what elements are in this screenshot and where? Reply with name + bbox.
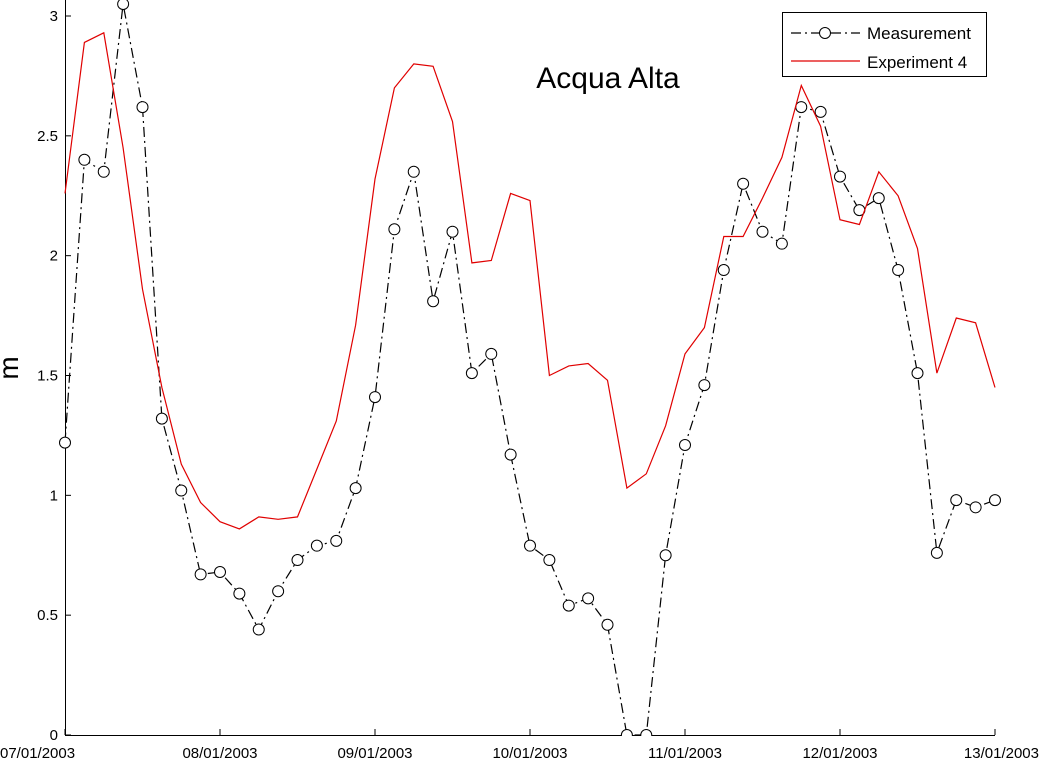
- y-tick-label: 3: [50, 8, 58, 25]
- data-point-measurement: [892, 264, 905, 277]
- data-point-measurement: [756, 225, 769, 238]
- data-point-measurement: [969, 501, 982, 514]
- x-tick-label: 12/01/2003: [802, 745, 877, 762]
- data-point-measurement: [97, 165, 110, 178]
- data-point-measurement: [59, 436, 71, 449]
- series-line-measurement: [64, 3, 996, 736]
- data-point-measurement: [737, 177, 750, 190]
- y-tick-label: 1.5: [37, 368, 58, 385]
- x-axis-ticks: 07/01/2003 08/01/2003 09/01/2003 10/01/2003…: [0, 729, 1039, 762]
- x-tick-label: 13/01/2003: [964, 745, 1039, 762]
- data-point-measurement: [640, 729, 653, 736]
- data-point-measurement: [214, 566, 226, 579]
- data-point-measurement: [78, 153, 91, 166]
- data-point-measurement: [233, 587, 246, 600]
- data-point-measurement: [814, 105, 827, 118]
- data-point-measurement: [930, 546, 943, 559]
- data-point-measurement: [330, 534, 343, 547]
- data-point-measurement: [834, 170, 846, 183]
- legend: Measurement Experiment 4: [782, 12, 987, 77]
- data-point-measurement: [136, 101, 149, 114]
- data-point-measurement: [911, 367, 924, 380]
- data-point-measurement: [950, 494, 963, 507]
- data-point-measurement: [659, 549, 672, 562]
- data-point-measurement: [504, 448, 517, 461]
- data-point-measurement: [349, 482, 362, 495]
- legend-box: [782, 12, 987, 77]
- data-point-measurement: [465, 367, 478, 380]
- data-point-measurement: [601, 618, 614, 631]
- data-point-measurement: [872, 192, 885, 205]
- data-point-measurement: [485, 347, 498, 360]
- data-point-measurement: [117, 0, 130, 11]
- data-point-measurement: [717, 264, 730, 277]
- data-point-measurement: [252, 623, 265, 636]
- data-point-measurement: [582, 592, 595, 605]
- data-point-measurement: [679, 439, 691, 452]
- data-point-measurement: [543, 554, 556, 567]
- y-tick-label: 1: [50, 487, 58, 504]
- y-tick-label: 2: [50, 248, 58, 265]
- data-point-measurement: [310, 539, 323, 552]
- data-point-measurement: [446, 225, 459, 238]
- x-tick-label: 08/01/2003: [182, 745, 257, 762]
- legend-marker-measurement: [819, 27, 831, 39]
- data-point-measurement: [272, 585, 285, 598]
- y-tick-label: 0.5: [37, 607, 58, 624]
- data-point-measurement: [291, 554, 304, 567]
- x-tick-label: 07/01/2003: [0, 745, 75, 762]
- axes: [65, 0, 995, 736]
- series-line-experiment-4: [64, 31, 996, 530]
- data-point-measurement: [155, 412, 168, 425]
- x-tick-label: 11/01/2003: [648, 745, 722, 762]
- x-tick-label: 10/01/2003: [492, 745, 567, 762]
- data-point-measurement: [795, 101, 808, 114]
- data-point-measurement: [620, 729, 633, 736]
- data-point-measurement: [388, 223, 401, 236]
- chart-title: Acqua Alta: [536, 62, 680, 95]
- series-layer: [59, 0, 1001, 736]
- y-tick-label: 0: [50, 727, 58, 744]
- data-point-measurement: [775, 237, 788, 250]
- data-point-measurement: [175, 484, 188, 497]
- data-point-measurement: [369, 391, 381, 404]
- legend-label-experiment-4: Experiment 4: [867, 53, 967, 72]
- data-point-measurement: [562, 599, 575, 612]
- data-point-measurement: [407, 165, 420, 178]
- x-tick-label: 09/01/2003: [337, 745, 412, 762]
- data-point-measurement: [194, 568, 207, 581]
- data-point-measurement: [989, 494, 1001, 507]
- y-tick-label: 2.5: [37, 128, 58, 145]
- data-point-measurement: [427, 295, 440, 308]
- legend-label-measurement: Measurement: [867, 24, 971, 43]
- y-axis-ticks: 0 0.5 1 1.5 2 2.5 3: [37, 8, 71, 744]
- data-point-measurement: [698, 379, 711, 392]
- y-axis-label: m: [0, 356, 24, 379]
- data-point-measurement: [524, 539, 536, 552]
